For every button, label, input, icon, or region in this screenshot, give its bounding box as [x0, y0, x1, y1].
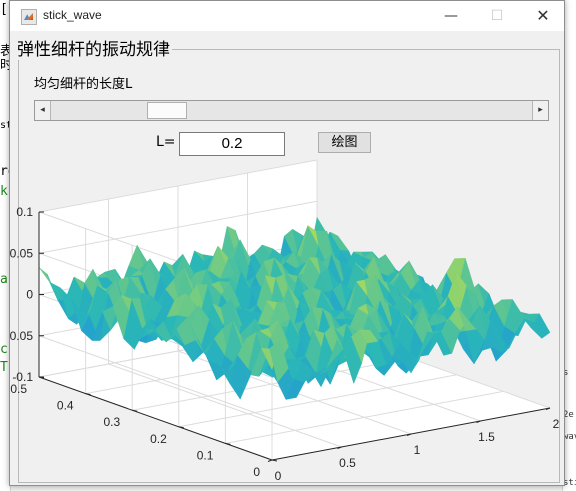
y-tick-label: 0	[253, 465, 260, 479]
background-text: 时	[0, 58, 10, 73]
grid-line	[38, 335, 273, 420]
background-text: c	[0, 342, 8, 357]
background-text: rg	[0, 164, 10, 179]
control-panel	[18, 49, 560, 483]
x-tick	[406, 433, 412, 436]
y-tick	[271, 459, 278, 462]
x-tick	[337, 446, 342, 449]
y-tick	[85, 393, 91, 396]
x-tick	[545, 407, 551, 410]
x-tick-label: 1	[414, 443, 421, 457]
x-tick-label: 1.5	[478, 430, 495, 444]
grid-line	[225, 390, 504, 444]
y-tick-label: 0.1	[197, 448, 214, 462]
background-text: stick_wave	[563, 478, 576, 488]
y-tick-label: 0.2	[150, 432, 167, 446]
background-text: ar	[0, 272, 10, 287]
close-button[interactable]: ✕	[536, 6, 550, 25]
surface-axes[interactable]: 0 0.5 1 1.5 2 0 0.1 0.2 0.3 0.4 0.5 0.1 0.05 0 -0.05 -0…	[10, 1, 564, 485]
length-slider[interactable]: ◂ ▸	[34, 100, 549, 121]
plot-button[interactable]: 绘图	[318, 132, 371, 153]
window-title: stick_wave	[43, 8, 102, 22]
panel-title: 弹性细杆的振动规律	[15, 35, 172, 60]
grid-line	[132, 357, 411, 411]
background-text: 表	[0, 44, 10, 59]
length-label: L=	[156, 134, 176, 150]
background-text: [	[0, 2, 8, 17]
slider-left-arrow[interactable]: ◂	[35, 101, 51, 120]
figure-window: stick_wave — ☐ ✕ 弹性细杆的振动规律 均匀细杆的长度L ◂ ▸ …	[9, 0, 565, 486]
y-tick	[225, 442, 231, 445]
z-tick-label: 0.05	[10, 246, 33, 260]
x-tick-label: 0.5	[339, 456, 356, 470]
slider-thumb[interactable]	[147, 102, 188, 119]
length-input[interactable]: 0.2	[179, 132, 285, 156]
x-tick	[476, 420, 481, 423]
background-text: T	[0, 360, 8, 375]
background-text: 2e	[563, 410, 574, 420]
x-tick	[267, 459, 273, 462]
grid-line	[38, 200, 318, 254]
y-tick	[132, 409, 138, 412]
z-tick-label: -0.05	[10, 329, 33, 343]
y-axis-line	[38, 376, 273, 461]
maximize-button[interactable]: ☐	[490, 8, 504, 24]
slider-label: 均匀细杆的长度L	[34, 77, 133, 92]
z-tick-label: 0.1	[16, 205, 33, 219]
z-tick-label: 0	[26, 288, 33, 302]
x-tick-label: 0	[275, 469, 282, 483]
matlab-icon	[21, 9, 37, 25]
y-tick-label: 0.5	[10, 382, 27, 396]
grid-line	[178, 374, 457, 428]
grid-line	[38, 159, 318, 213]
background-text: k	[0, 184, 8, 199]
y-tick	[178, 426, 184, 429]
background-text: s	[563, 368, 569, 378]
background-text: st	[0, 120, 10, 131]
minimize-button[interactable]: —	[444, 8, 458, 24]
y-tick-label: 0.3	[104, 415, 121, 429]
title-bar[interactable]: stick_wave — ☐ ✕	[10, 1, 564, 31]
x-tick-label: 2	[553, 417, 560, 431]
slider-right-arrow[interactable]: ▸	[532, 101, 548, 120]
background-text: wave	[563, 432, 576, 442]
y-tick-label: 0.4	[57, 399, 74, 413]
z-tick-label: -0.1	[12, 370, 33, 384]
surface-patch	[530, 313, 551, 339]
